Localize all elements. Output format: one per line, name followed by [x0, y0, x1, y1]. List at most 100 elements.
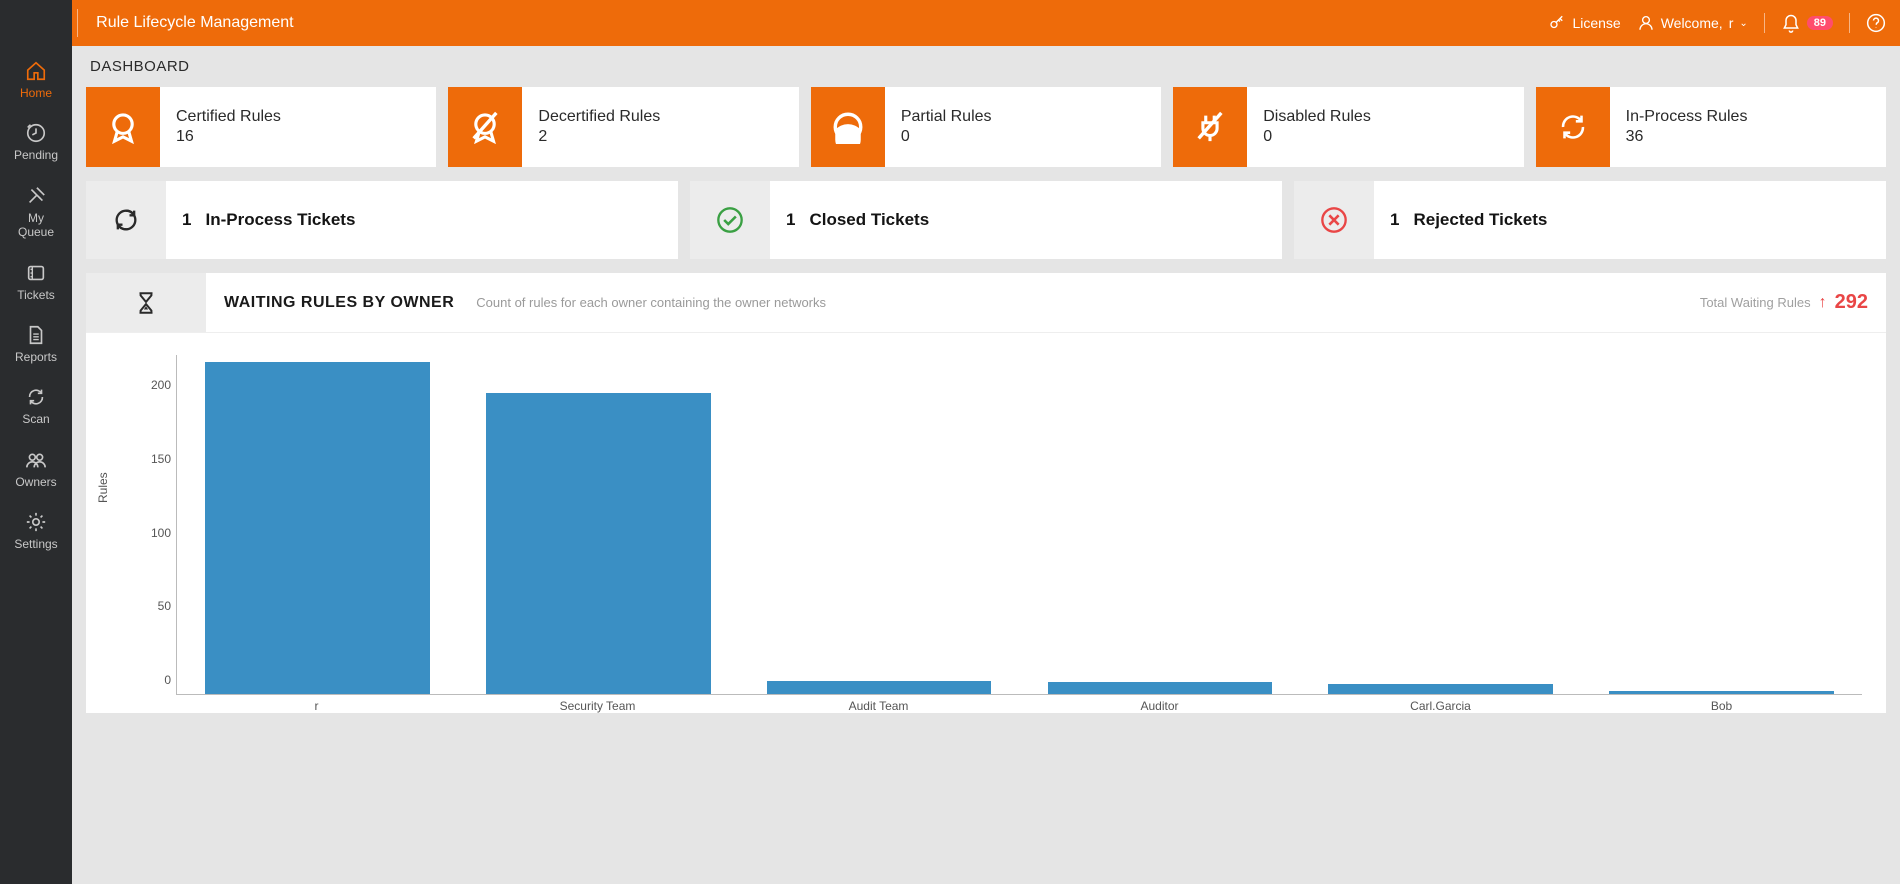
notifications-button[interactable]: 89 [1781, 13, 1833, 33]
nav-label: Tickets [17, 288, 55, 302]
stat-value: 16 [176, 128, 281, 146]
ticket-icon-box [1294, 181, 1374, 259]
x-label: Bob [1581, 695, 1862, 713]
badge-slash-icon [468, 110, 502, 144]
y-axis-label: Rules [96, 472, 110, 503]
nav-label: MyQueue [18, 211, 54, 240]
app-title: Rule Lifecycle Management [96, 14, 293, 32]
y-tick: 200 [135, 378, 171, 392]
sidebar-item-reports[interactable]: Reports [0, 312, 72, 374]
check-circle-icon [716, 206, 744, 234]
license-label: License [1572, 15, 1620, 31]
chart-area: Rules 050100150200 rSecurity TeamAudit T… [86, 333, 1886, 713]
ticket-icon-box [690, 181, 770, 259]
user-menu[interactable]: Welcome, r ⌄ [1637, 14, 1748, 32]
ticket-card[interactable]: 1 Rejected Tickets [1294, 181, 1886, 259]
chart-panel: WAITING RULES BY OWNER Count of rules fo… [86, 273, 1886, 713]
chart-bar[interactable] [1609, 691, 1834, 694]
hourglass-icon [133, 290, 159, 316]
sidebar-item-owners[interactable]: Owners [0, 437, 72, 499]
refresh-icon [1556, 110, 1590, 144]
file-icon [25, 324, 47, 346]
chart-title: WAITING RULES BY OWNER [224, 294, 454, 312]
stat-icon-box [448, 87, 522, 167]
stat-label: Certified Rules [176, 108, 281, 126]
ticket-icon-box [86, 181, 166, 259]
stat-label: Decertified Rules [538, 108, 660, 126]
bar-slot [177, 355, 458, 694]
ticket-label: Rejected Tickets [1413, 210, 1547, 230]
y-tick: 100 [135, 526, 171, 540]
chart-bar[interactable] [1328, 684, 1553, 694]
stat-icon-box [86, 87, 160, 167]
page-title: DASHBOARD [72, 46, 1900, 87]
ticket-value: 1 [182, 210, 191, 230]
circle-half-icon [831, 110, 865, 144]
chart-bar[interactable] [1048, 682, 1273, 694]
bar-slot [1300, 355, 1581, 694]
ticket-label: Closed Tickets [809, 210, 929, 230]
refresh-dark-icon [112, 206, 140, 234]
x-label: r [176, 695, 457, 713]
stat-value: 2 [538, 128, 660, 146]
stat-icon-box [1173, 87, 1247, 167]
stat-card[interactable]: In-Process Rules36 [1536, 87, 1886, 167]
total-waiting-label: Total Waiting Rules [1700, 295, 1811, 310]
gavel-icon [25, 185, 47, 207]
sidebar-item-settings[interactable]: Settings [0, 499, 72, 561]
notification-badge: 89 [1807, 16, 1833, 30]
chart-bar[interactable] [486, 393, 711, 694]
x-axis-labels: rSecurity TeamAudit TeamAuditorCarl.Garc… [176, 695, 1862, 713]
bell-icon [1781, 13, 1801, 33]
stat-value: 0 [901, 128, 992, 146]
bar-slot [1581, 355, 1862, 694]
stat-card[interactable]: Disabled Rules0 [1173, 87, 1523, 167]
nav-label: Owners [15, 475, 56, 489]
x-circle-icon [1320, 206, 1348, 234]
sidebar-item-scan[interactable]: Scan [0, 374, 72, 436]
bar-slot [739, 355, 1020, 694]
chart-bar[interactable] [767, 681, 992, 694]
refresh-icon [25, 386, 47, 408]
chart-header-icon-box [86, 273, 206, 332]
sidebar: Home Pending MyQueue Tickets ReportsScan Owne… [0, 0, 72, 884]
y-tick: 50 [135, 599, 171, 613]
ticket-label: In-Process Tickets [205, 210, 355, 230]
ticket-value: 1 [1390, 210, 1399, 230]
nav-label: Pending [14, 148, 58, 162]
ticket-card[interactable]: 1Closed Tickets [690, 181, 1282, 259]
sidebar-item-home[interactable]: Home [0, 48, 72, 110]
ticket-card[interactable]: 1 In-Process Tickets [86, 181, 678, 259]
help-icon [1866, 13, 1886, 33]
badge-icon [106, 110, 140, 144]
chart-bar[interactable] [205, 362, 430, 694]
stat-cards-row: Certified Rules 16 Decertified Rules 2 Parti… [72, 87, 1900, 167]
plug-off-icon [1193, 110, 1227, 144]
people-icon [25, 449, 47, 471]
help-button[interactable] [1866, 13, 1886, 33]
x-label: Security Team [457, 695, 738, 713]
ticket-icon [25, 262, 47, 284]
stat-icon-box [811, 87, 885, 167]
bar-slot [1019, 355, 1300, 694]
stat-card[interactable]: Decertified Rules 2 [448, 87, 798, 167]
bar-slot [458, 355, 739, 694]
home-icon [25, 60, 47, 82]
y-tick: 150 [135, 452, 171, 466]
stat-card[interactable]: Certified Rules 16 [86, 87, 436, 167]
stat-card[interactable]: Partial Rules0 [811, 87, 1161, 167]
sidebar-item-my-queue[interactable]: MyQueue [0, 173, 72, 250]
separator [1849, 13, 1850, 33]
user-name: r [1729, 15, 1734, 31]
stat-label: In-Process Rules [1626, 108, 1748, 126]
license-link[interactable]: License [1548, 14, 1620, 32]
sidebar-item-tickets[interactable]: Tickets [0, 250, 72, 312]
separator [77, 9, 78, 37]
chart-plot: 050100150200 [176, 355, 1862, 695]
x-label: Auditor [1019, 695, 1300, 713]
stat-value: 0 [1263, 128, 1371, 146]
nav-label: Home [20, 86, 52, 100]
total-waiting-value: 292 [1835, 291, 1868, 314]
sidebar-item-pending[interactable]: Pending [0, 110, 72, 172]
x-label: Carl.Garcia [1300, 695, 1581, 713]
